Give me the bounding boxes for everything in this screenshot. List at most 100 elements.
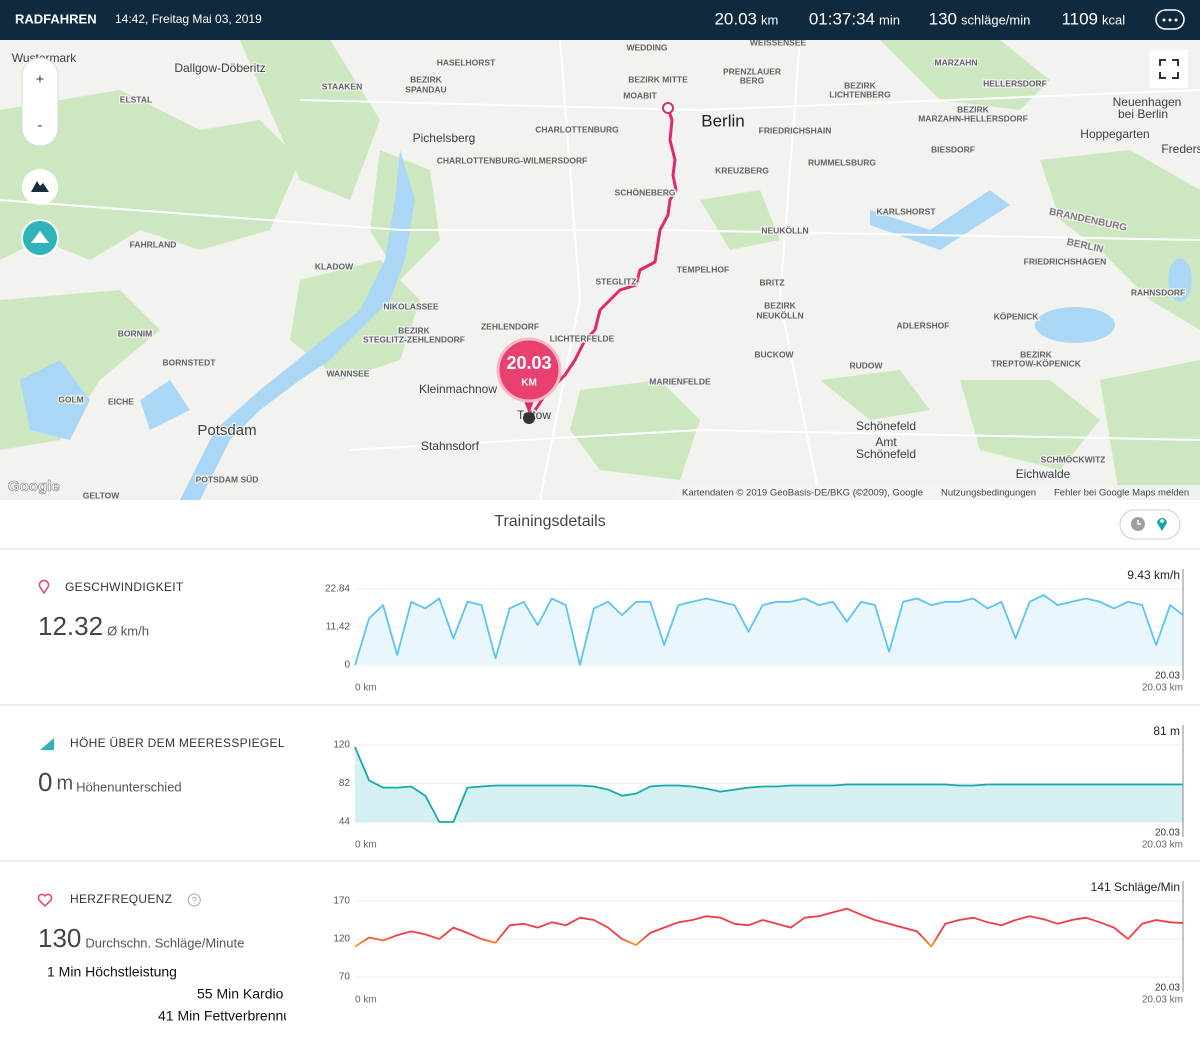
- x-tick-label: 0 km: [355, 683, 377, 694]
- y-tick-label: 0: [344, 660, 350, 671]
- map-label: STEGLITZ: [595, 276, 636, 286]
- map-label: NEUKÖLLN: [756, 310, 803, 320]
- cursor-label: 9.43 km/h: [1127, 568, 1180, 582]
- map-label: SCHÖNEBERG: [615, 187, 676, 197]
- terrain-button[interactable]: [22, 169, 58, 205]
- map-label: BORNSTEDT: [163, 357, 217, 367]
- stat-unit: kcal: [1102, 12, 1125, 27]
- map-label: ZEHLENDORF: [481, 321, 539, 331]
- route-start: [662, 102, 674, 114]
- map-label: RUMMELSBURG: [808, 157, 876, 167]
- map-label: Eichwalde: [1016, 467, 1071, 481]
- map-label: BEZIRK: [844, 80, 877, 90]
- area: [355, 747, 1183, 822]
- y-tick-label: 70: [339, 972, 351, 983]
- line: [354, 594, 1184, 666]
- map-label: BIESDORF: [931, 144, 975, 154]
- map-label: STAAKEN: [322, 81, 362, 91]
- metric-unit: Ø km/h: [107, 623, 149, 638]
- map-label: WEISSENSEE: [750, 37, 807, 47]
- map-label: SPANDAU: [405, 84, 446, 94]
- map-label: KREUZBERG: [715, 165, 769, 175]
- stat-value: 20.03: [714, 9, 757, 28]
- zone-summary: 41 Min Fettverbrennung: [158, 1008, 307, 1024]
- map-label: MARZAHN-HELLERSDORF: [918, 113, 1028, 123]
- map-label: NEUKÖLLN: [761, 225, 808, 235]
- line: [354, 746, 1183, 823]
- map-label: BEZIRK: [1020, 349, 1053, 359]
- datetime: 14:42, Freitag Mai 03, 2019: [115, 12, 262, 26]
- map-label: CHARLOTTENBURG: [535, 124, 619, 134]
- map-label: KLADOW: [315, 261, 354, 271]
- y-tick-label: 120: [333, 740, 350, 751]
- fullscreen-button[interactable]: [1150, 50, 1188, 88]
- map-label: Pichelsberg: [413, 131, 476, 145]
- metric-value: 12.32: [38, 611, 103, 641]
- zone-summary: 55 Min Kardio: [197, 986, 284, 1002]
- metric-name: GESCHWINDIGKEIT: [65, 580, 184, 594]
- header-bar: [0, 0, 1200, 40]
- map-label: BEZIRK: [398, 325, 431, 335]
- y-tick-label: 170: [333, 896, 350, 907]
- map-label: POTSDAM SÜD: [196, 474, 259, 484]
- map-label: ADLERSHOF: [897, 320, 950, 330]
- section-title: Trainingsdetails: [494, 513, 605, 530]
- metric-description: Höhenunterschied: [76, 779, 182, 794]
- map-attribution: Kartendaten © 2019 GeoBasis-DE/BKG (©200…: [682, 488, 923, 499]
- metric-name: HÖHE ÜBER DEM MEERESSPIEGEL: [70, 736, 285, 750]
- help-text: ?: [192, 895, 197, 905]
- map-label: BEZIRK MITTE: [628, 74, 688, 84]
- map-label: KÖPENICK: [994, 311, 1040, 321]
- map-label: RUDOW: [849, 360, 883, 370]
- map-label: EICHE: [108, 396, 134, 406]
- area: [355, 595, 1183, 665]
- map-label: WEDDING: [626, 42, 667, 52]
- map-label: LICHTENBERG: [829, 89, 891, 99]
- map-label: TREPTOW-KÖPENICK: [991, 358, 1082, 368]
- x-tick-label: 20.03 km: [1142, 840, 1183, 851]
- terms-link[interactable]: Nutzungsbedingungen: [941, 488, 1036, 499]
- activity-title: RADFAHREN: [15, 11, 97, 26]
- map-label: Stahnsdorf: [421, 439, 480, 453]
- map-label: BEZIRK: [764, 300, 797, 310]
- map-label: WANNSEE: [327, 368, 370, 378]
- map-label: Potsdam: [197, 422, 256, 439]
- map-label: FRIEDRICHSHAIN: [759, 125, 832, 135]
- metric-unit: Durchschn. Schläge/Minute: [85, 935, 244, 950]
- map-label: FAHRLAND: [130, 239, 177, 249]
- map-label: LICHTERFELDE: [550, 333, 615, 343]
- map-label: BEZIRK: [410, 74, 443, 84]
- distance-marker: [496, 337, 562, 403]
- route-button[interactable]: [21, 219, 59, 257]
- report-link[interactable]: Fehler bei Google Maps melden: [1054, 488, 1189, 499]
- stat-value: 1109: [1061, 9, 1098, 28]
- map-label: CHARLOTTENBURG-WILMERSDORF: [437, 155, 588, 165]
- x-tick-label: 0 km: [355, 995, 377, 1006]
- map-label: SCHMÖCKWITZ: [1041, 454, 1106, 464]
- metric-value: 130: [38, 923, 81, 953]
- marker-value: 20.03: [506, 353, 551, 373]
- map-label: TEMPELHOF: [677, 264, 729, 274]
- map-label: RAHNSDORF: [1131, 287, 1185, 297]
- map-label: BRITZ: [759, 277, 784, 287]
- map-label: Neuenhagen: [1113, 95, 1182, 109]
- map-label: FRIEDRICHSHAGEN: [1024, 256, 1107, 266]
- map-label: BERG: [740, 75, 765, 85]
- zoom-in[interactable]: +: [36, 71, 44, 87]
- menu-button[interactable]: [1155, 9, 1185, 30]
- y-tick-label: 11.42: [326, 622, 351, 633]
- stat-unit: min: [879, 12, 900, 27]
- marker-unit: KM: [521, 378, 537, 389]
- x-tick-label: 20.03 km: [1142, 995, 1183, 1006]
- map-label: NIKOLASSEE: [383, 301, 439, 311]
- metric-unit: m: [56, 772, 73, 794]
- help-icon[interactable]: [187, 893, 201, 907]
- google-logo: Google: [8, 478, 60, 495]
- view-toggle[interactable]: [1119, 509, 1181, 540]
- zoom-out[interactable]: -: [38, 117, 43, 133]
- metric-value: 0: [38, 767, 52, 797]
- map-label: Kleinmachnow: [419, 382, 497, 396]
- route: [528, 107, 678, 419]
- map[interactable]: WEDDING WEISSENSEE HASELHORST BEZIRK MITTE P…: [0, 37, 1200, 500]
